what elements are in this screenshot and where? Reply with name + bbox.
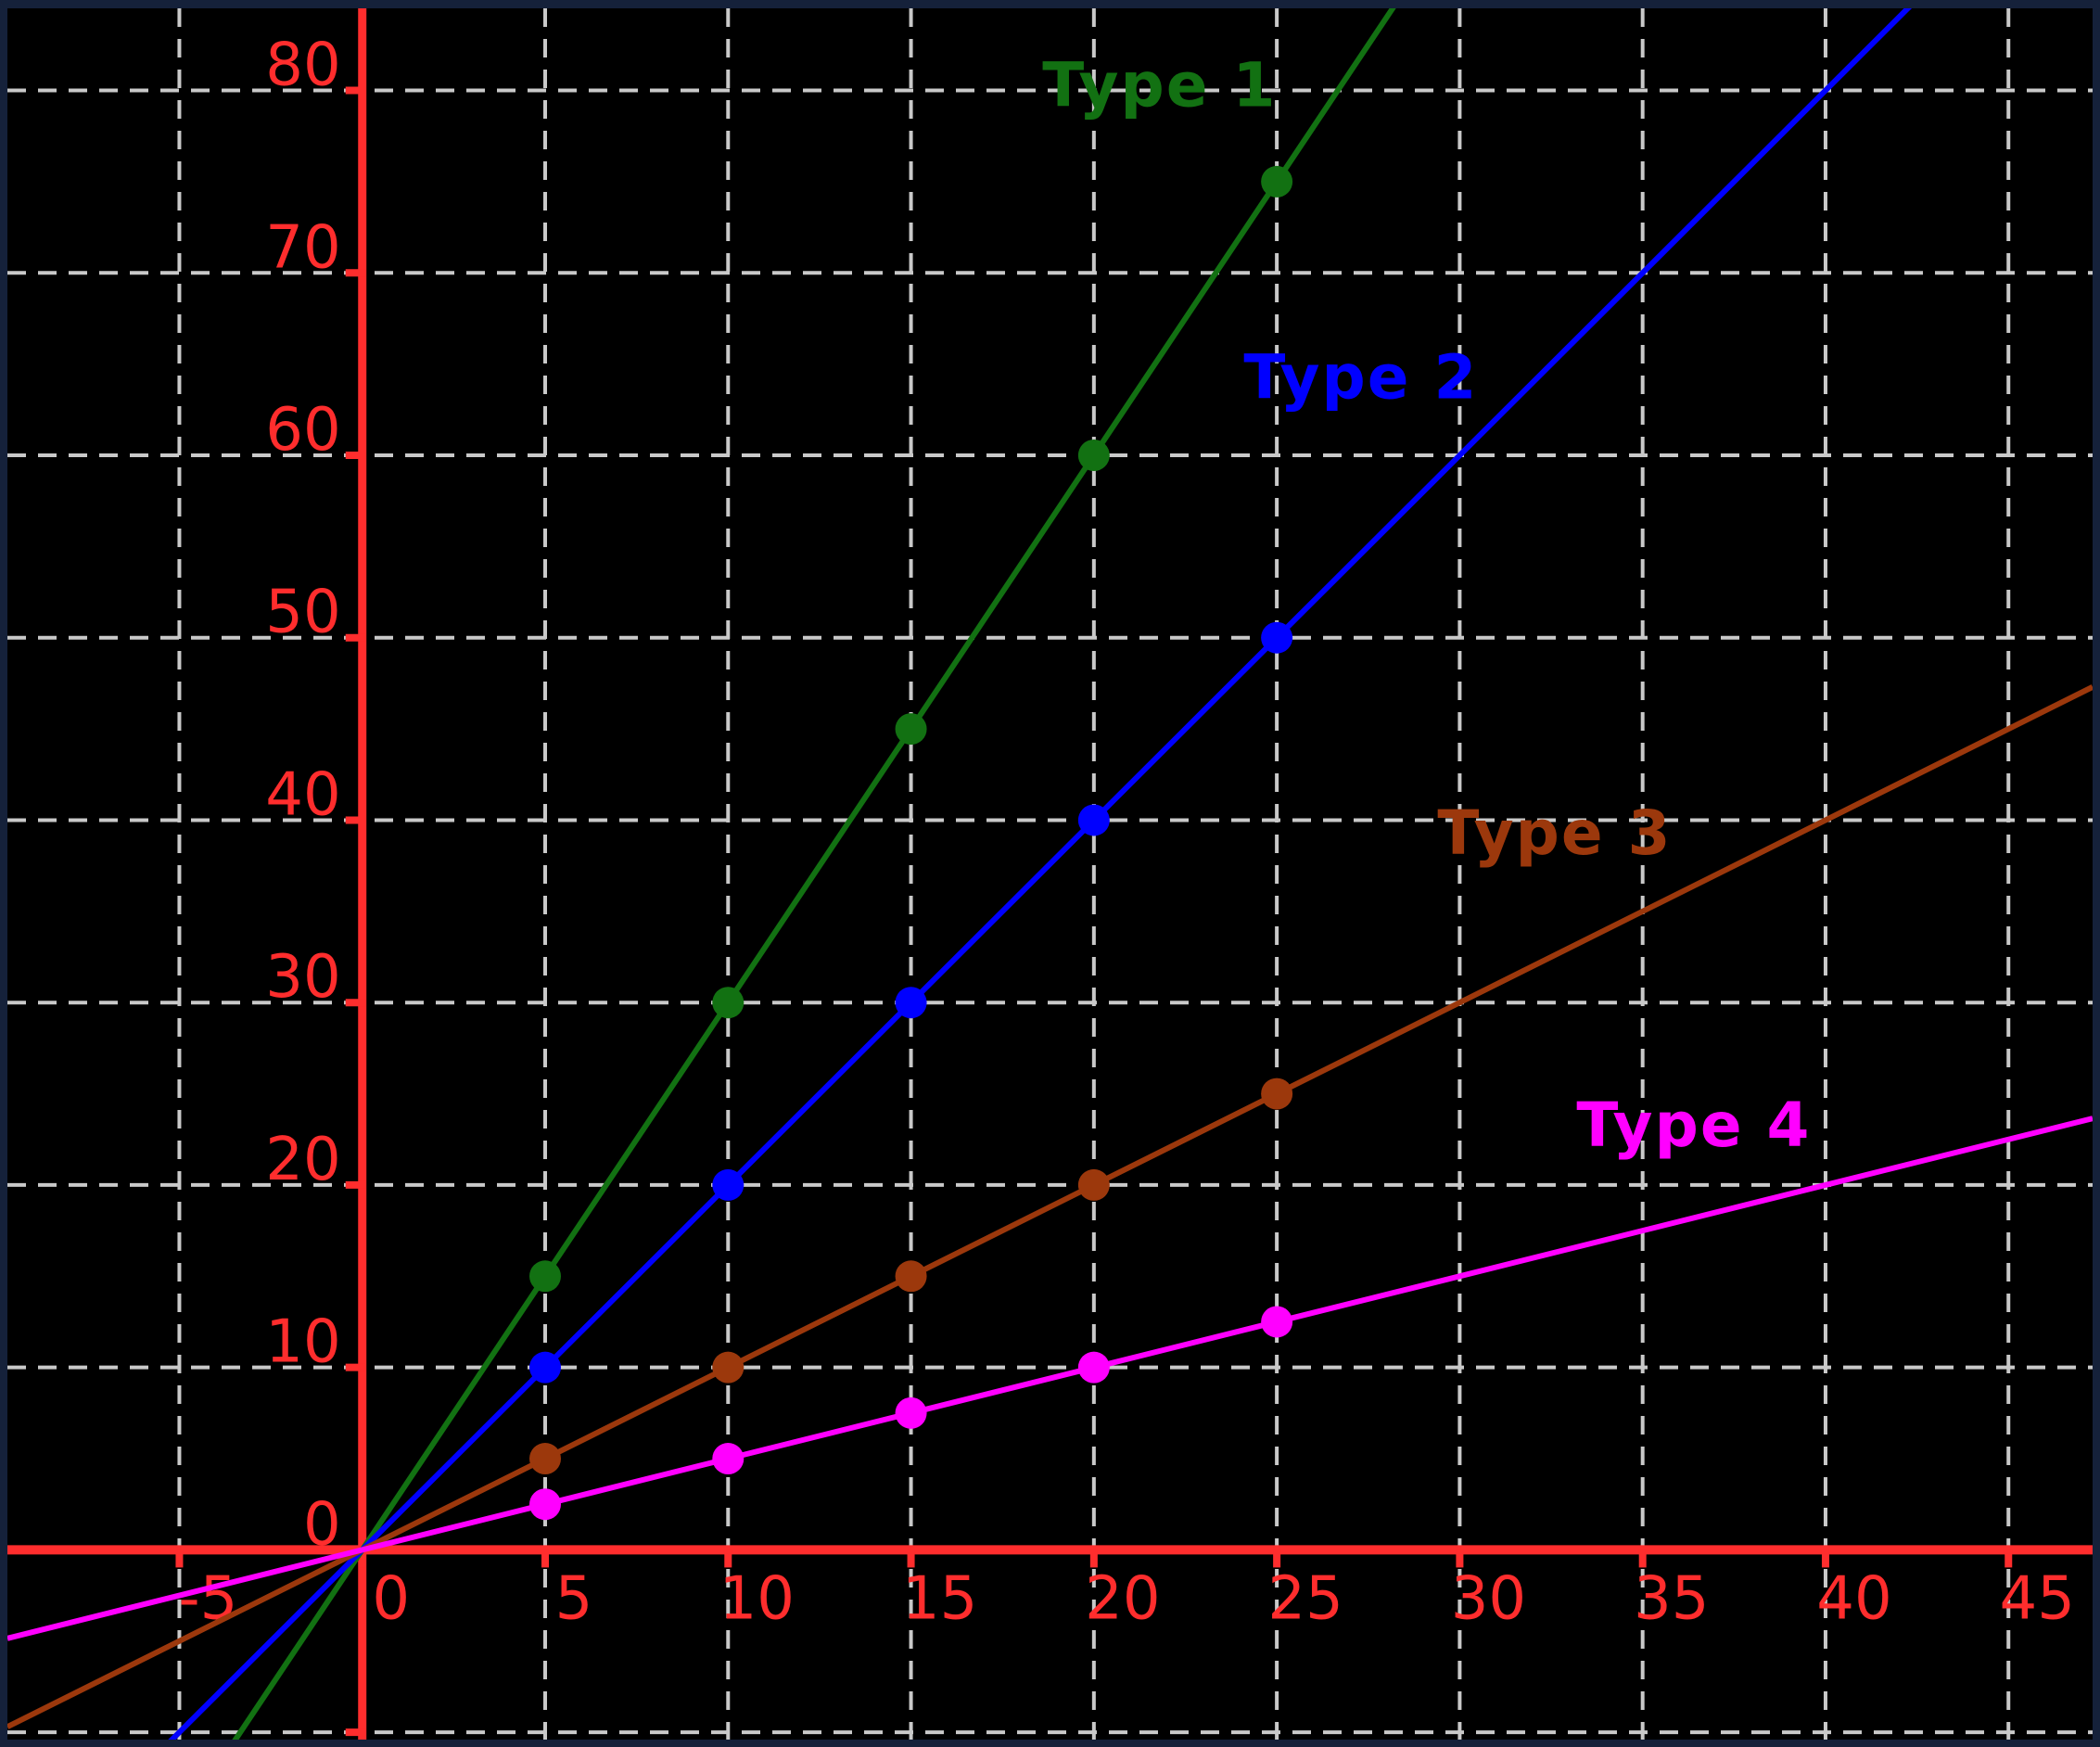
data-point-type-4-15 <box>895 1396 927 1429</box>
series-line-type-4 <box>7 1116 2093 1641</box>
x-tick-label-45: 45 <box>2000 1564 2075 1633</box>
x-tick-label-10: 10 <box>719 1564 795 1633</box>
x-tick-label-5: 5 <box>555 1564 593 1633</box>
x-tick-label-15: 15 <box>902 1564 977 1633</box>
y-tick-label-40: 40 <box>265 760 340 829</box>
x-tick-labels: -5 0 5 10 15 20 25 30 35 40 45 <box>179 1564 2075 1633</box>
data-point-type-2-25 <box>1261 621 1293 654</box>
data-point-type-3-10 <box>712 1351 745 1384</box>
plot-background <box>7 8 2093 1740</box>
y-tick-label-20: 20 <box>265 1126 340 1194</box>
tick-marks <box>175 86 2013 1737</box>
data-point-type-1-25 <box>1261 165 1293 198</box>
data-point-type-1-5 <box>529 1260 562 1293</box>
x-tick-label--5: -5 <box>179 1564 238 1633</box>
y-tick-label-10: 10 <box>265 1308 340 1377</box>
data-point-type-4-25 <box>1261 1306 1293 1338</box>
y-tick-label-80: 80 <box>265 32 340 100</box>
x-tick-label-25: 25 <box>1267 1564 1343 1633</box>
data-point-type-4-20 <box>1077 1351 1110 1384</box>
y-tick-label-0: 0 <box>303 1490 341 1559</box>
data-point-type-4-10 <box>712 1443 745 1475</box>
data-point-type-3-20 <box>1077 1168 1110 1201</box>
data-point-type-3-5 <box>529 1443 562 1475</box>
x-tick-label-35: 35 <box>1634 1564 1709 1633</box>
data-point-type-4-5 <box>529 1488 562 1521</box>
data-point-type-3-25 <box>1261 1078 1293 1110</box>
y-tick-label-50: 50 <box>265 579 340 647</box>
data-point-type-2-10 <box>712 1168 745 1201</box>
y-tick-label-30: 30 <box>265 943 340 1012</box>
data-point-type-3-15 <box>895 1260 927 1293</box>
y-tick-label-70: 70 <box>265 213 340 282</box>
series-label-type-4: Type 4 <box>1576 1090 1811 1161</box>
data-point-type-1-15 <box>895 713 927 746</box>
data-point-type-2-5 <box>529 1351 562 1384</box>
series-label-type-2: Type 2 <box>1243 341 1478 413</box>
data-point-type-1-20 <box>1077 439 1110 471</box>
series-line-type-2 <box>168 8 1912 1740</box>
x-tick-label-0: 0 <box>372 1564 410 1633</box>
series-type-4: Type 4 <box>7 1090 2093 1641</box>
series-label-type-3: Type 3 <box>1437 797 1672 869</box>
x-tick-label-40: 40 <box>1816 1564 1891 1633</box>
x-tick-label-30: 30 <box>1451 1564 1526 1633</box>
data-point-type-1-10 <box>712 987 745 1019</box>
y-tick-label-60: 60 <box>265 396 340 465</box>
y-tick-labels: 0 10 20 30 40 50 60 70 80 <box>265 32 340 1560</box>
series-label-type-1: Type 1 <box>1042 50 1277 121</box>
data-point-type-2-15 <box>895 987 927 1019</box>
data-point-type-2-20 <box>1077 804 1110 836</box>
series-type-2: Type 2 <box>168 8 1912 1740</box>
x-tick-label-20: 20 <box>1085 1564 1160 1633</box>
